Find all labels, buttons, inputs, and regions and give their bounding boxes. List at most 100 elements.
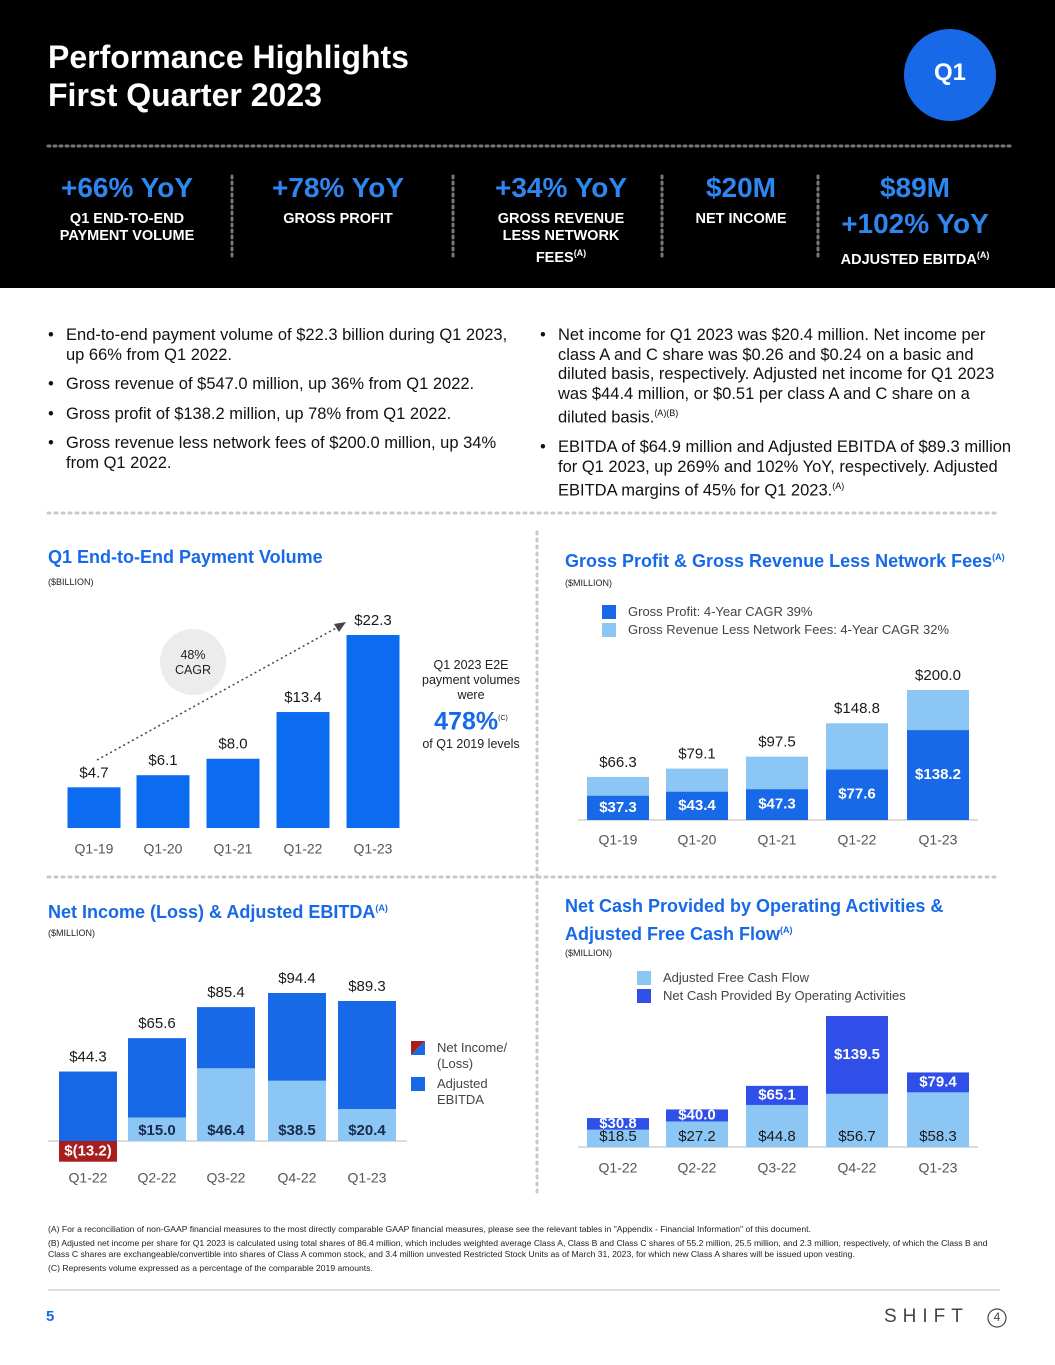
value-label: $58.3 bbox=[919, 1128, 957, 1145]
kpi-label-text: ADJUSTED EBITDA bbox=[840, 251, 977, 268]
cagr-line: 48% bbox=[180, 648, 206, 662]
bullet: Gross revenue of $547.0 million, up 36% … bbox=[48, 375, 523, 395]
x-tick-label: Q1-21 bbox=[214, 841, 253, 857]
kpi-label-text: Q1 END-TO-END PAYMENT VOLUME bbox=[59, 211, 195, 244]
footnote: (A) For a reconciliation of non-GAAP fin… bbox=[48, 1224, 811, 1234]
bar bbox=[746, 1104, 808, 1147]
chart-title: Gross Profit & Gross Revenue Less Networ… bbox=[565, 545, 1025, 573]
kpi-label-sup: (A) bbox=[573, 248, 587, 258]
value-label: $79.4 bbox=[919, 1073, 957, 1090]
legend-swatch bbox=[602, 623, 616, 637]
logo-ring bbox=[987, 1308, 1007, 1328]
bullets-right: Net income for Q1 2023 was $20.4 million… bbox=[540, 326, 1018, 511]
x-tick-label: Q1-22 bbox=[69, 1170, 108, 1186]
value-label: $77.6 bbox=[838, 786, 876, 803]
callout-text: Q1 2023 E2E payment volumes were bbox=[422, 658, 520, 702]
bar bbox=[666, 1121, 728, 1147]
value-label: $94.4 bbox=[278, 970, 316, 987]
x-tick-label: Q3-22 bbox=[758, 1160, 797, 1176]
x-tick-label: Q1-22 bbox=[838, 832, 877, 848]
value-label: $47.3 bbox=[758, 796, 796, 813]
value-label: $66.3 bbox=[599, 754, 637, 771]
kpi-value: $89M bbox=[879, 172, 951, 203]
chart-title: Net Income (Loss) & Adjusted EBITDA(A) bbox=[48, 896, 508, 924]
title-line: First Quarter 2023 bbox=[48, 77, 322, 113]
title-line: Performance Highlights bbox=[48, 39, 409, 75]
badge-label: Q1 bbox=[933, 59, 966, 86]
bar bbox=[276, 712, 330, 828]
swatch-positive bbox=[411, 1041, 425, 1055]
legend-label: Gross Profit: 4-Year CAGR 39% bbox=[628, 604, 813, 619]
bullet: Gross profit of $138.2 million, up 78% f… bbox=[48, 405, 523, 425]
cagr-bubble bbox=[160, 629, 226, 695]
kpi-value: +66% YoY bbox=[60, 172, 194, 203]
chart-title-sup: (A) bbox=[992, 552, 1005, 562]
value-label: $44.3 bbox=[69, 1049, 107, 1066]
kpi-value: +34% YoY bbox=[494, 172, 628, 203]
legend-swatch bbox=[637, 989, 651, 1003]
bar bbox=[128, 1117, 186, 1141]
footnote: (B) Adjusted net income per share for Q1… bbox=[48, 1238, 988, 1259]
value-label: $148.8 bbox=[834, 700, 880, 717]
kpi-label: NET INCOME bbox=[671, 211, 811, 228]
callout-after: of Q1 2019 levels bbox=[422, 737, 520, 752]
callout-note: (C) bbox=[498, 715, 508, 722]
value-label: $56.7 bbox=[838, 1128, 876, 1145]
legend-swatch bbox=[602, 605, 616, 619]
x-tick-label: Q1-23 bbox=[919, 1160, 958, 1176]
kpi-label-sup: (A) bbox=[976, 250, 990, 260]
x-tick-label: Q1-20 bbox=[144, 841, 183, 857]
value-label: $22.3 bbox=[354, 612, 392, 629]
kpi-label-text: GROSS REVENUE LESS NETWORK FEES bbox=[497, 211, 625, 266]
bar bbox=[587, 1129, 649, 1147]
value-label: $65.6 bbox=[138, 1015, 176, 1032]
bar bbox=[826, 769, 888, 820]
bar bbox=[826, 1093, 888, 1147]
value-label: $8.0 bbox=[218, 736, 247, 753]
value-label: $13.4 bbox=[284, 689, 322, 706]
value-label: $89.3 bbox=[348, 978, 386, 995]
value-label: $20.4 bbox=[348, 1122, 386, 1139]
chart-title-text: Q1 End-to-End Payment Volume bbox=[48, 547, 323, 567]
value-label: $85.4 bbox=[207, 984, 245, 1001]
legend-item: Adjusted Free Cash Flow bbox=[637, 970, 1037, 986]
x-tick-label: Q2-22 bbox=[138, 1170, 177, 1186]
value-label: $65.1 bbox=[758, 1086, 796, 1103]
chart-title-text: Net Income (Loss) & Adjusted EBITDA bbox=[48, 902, 376, 922]
kpi: +78% YoY GROSS PROFIT bbox=[253, 170, 423, 228]
value-label: $44.8 bbox=[758, 1128, 796, 1145]
x-tick-label: Q1-22 bbox=[284, 841, 323, 857]
legend-label: Adjusted EBITDA bbox=[437, 1076, 488, 1107]
chart-subtitle: ($MILLION) bbox=[565, 578, 613, 588]
value-label: $4.7 bbox=[79, 764, 108, 781]
kpi: +66% YoY Q1 END-TO-END PAYMENT VOLUME bbox=[35, 170, 220, 245]
value-label: $27.2 bbox=[678, 1128, 716, 1145]
value-label: $40.0 bbox=[678, 1106, 716, 1123]
x-tick-label: Q1-23 bbox=[354, 841, 393, 857]
legend-label: Adjusted Free Cash Flow bbox=[663, 970, 809, 985]
bullet: Net income for Q1 2023 was $20.4 million… bbox=[540, 326, 1018, 428]
x-tick-label: Q4-22 bbox=[278, 1170, 317, 1186]
legend-label: Gross Revenue Less Network Fees: 4-Year … bbox=[628, 622, 950, 637]
bar bbox=[907, 1092, 969, 1147]
bar bbox=[587, 795, 649, 820]
cagr-line: CAGR bbox=[174, 663, 212, 677]
x-tick-label: Q1-23 bbox=[348, 1170, 387, 1186]
bullet: EBITDA of $64.9 million and Adjusted EBI… bbox=[540, 438, 1018, 501]
bullet-text: EBITDA of $64.9 million and Adjusted EBI… bbox=[558, 438, 1012, 500]
footnotes: (A) For a reconciliation of non-GAAP fin… bbox=[48, 1224, 1008, 1277]
kpi-value: +102% YoY bbox=[841, 208, 989, 239]
legend-item: Net Income/ (Loss) bbox=[411, 1040, 511, 1072]
kpi-label: GROSS REVENUE LESS NETWORK FEES(A) bbox=[479, 211, 644, 267]
callout: Q1 2023 E2E payment volumes were 478%(C) o… bbox=[418, 658, 524, 752]
bullet-sup: (A)(B) bbox=[654, 408, 679, 418]
bullet-text: Gross revenue of $547.0 million, up 36% … bbox=[66, 375, 475, 393]
kpi-label-text: GROSS PROFIT bbox=[283, 211, 393, 227]
legend-item: Net Cash Provided By Operating Activitie… bbox=[637, 988, 1037, 1004]
bullet-text: Net income for Q1 2023 was $20.4 million… bbox=[558, 326, 995, 427]
bar bbox=[67, 787, 121, 828]
kpi-value: $20M bbox=[705, 172, 777, 203]
bar bbox=[346, 635, 400, 828]
chart-title-sup: (A) bbox=[375, 903, 388, 913]
